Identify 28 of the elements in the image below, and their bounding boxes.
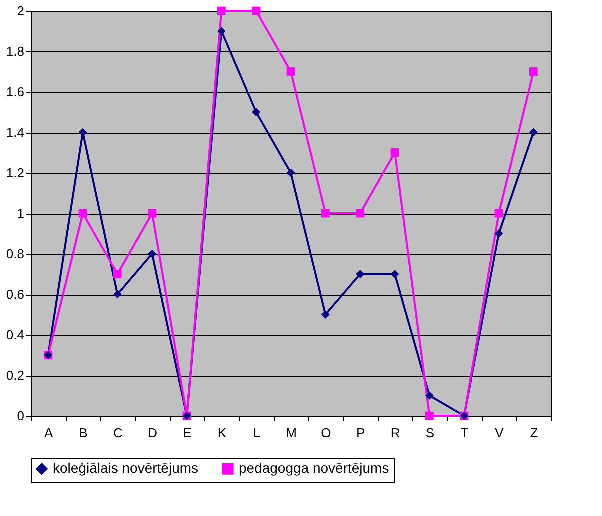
y-tick-label: 0.4: [6, 328, 24, 342]
x-tick-label: Z: [530, 426, 538, 440]
x-tick-label: L: [253, 426, 260, 440]
x-tick-label: T: [460, 426, 469, 440]
y-tick-label: 1.2: [6, 166, 24, 180]
y-tick-label: 1: [17, 206, 24, 221]
y-tick-label: 1.6: [6, 84, 24, 100]
x-tick-label: D: [148, 426, 158, 440]
y-tick-label: 0.2: [6, 368, 24, 383]
legend-label: koleģiālais novērtējums: [53, 460, 199, 476]
x-tick-label: E: [183, 426, 192, 440]
legend-label: pedagogga novērtējums: [239, 460, 390, 476]
x-tick-label: R: [390, 426, 400, 440]
y-tick-label: 0.8: [6, 246, 24, 262]
x-tick-label: O: [321, 426, 332, 440]
y-tick-label: 1.8: [6, 44, 24, 59]
x-tick-label: A: [44, 426, 54, 440]
x-tick-label: P: [356, 426, 366, 440]
y-tick-label: 2: [17, 4, 24, 18]
x-tick-label: M: [286, 426, 297, 440]
x-tick-label: K: [218, 426, 227, 440]
y-tick-label: 1.4: [6, 125, 24, 140]
y-tick-label: 0.6: [6, 287, 24, 302]
x-tick-label: S: [426, 426, 435, 440]
x-tick-label: V: [495, 426, 504, 440]
x-tick-label: B: [79, 426, 88, 440]
x-tick-label: C: [113, 426, 123, 440]
y-tick-label: 0: [17, 408, 24, 424]
